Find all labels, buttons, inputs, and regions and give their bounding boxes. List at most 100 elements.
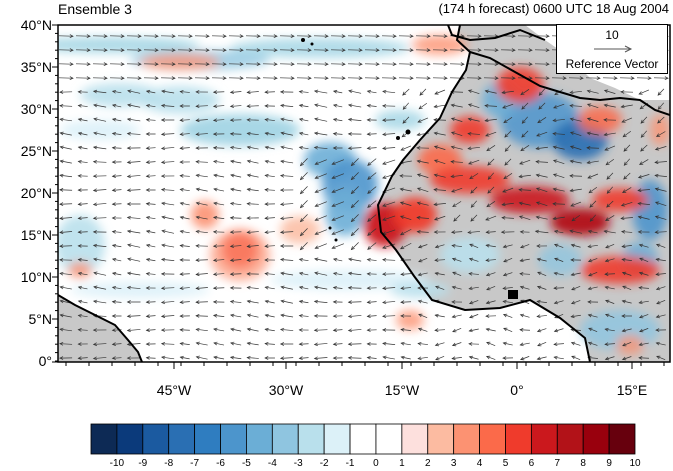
wind-vector	[299, 300, 309, 304]
wind-vector	[300, 214, 308, 222]
wind-vector	[247, 357, 259, 359]
wind-vector	[469, 286, 479, 290]
wind-vector-head	[195, 355, 200, 360]
wind-vector-head	[161, 201, 166, 206]
wind-vector-head	[298, 314, 303, 318]
wind-vector	[161, 343, 175, 345]
colorbar-segment	[427, 423, 455, 455]
wind-vector	[60, 118, 72, 122]
wind-vector-head	[426, 48, 431, 52]
wind-vector	[418, 356, 428, 360]
wind-vector	[588, 230, 598, 234]
wind-vector-head	[298, 356, 303, 360]
wind-vector	[127, 329, 141, 331]
wind-vector-head	[246, 118, 251, 122]
wind-vector-head	[299, 246, 304, 251]
wind-vector	[146, 216, 156, 220]
wind-vector-head	[382, 104, 387, 108]
wind-vector-head	[103, 62, 108, 66]
wind-vector	[537, 356, 547, 360]
wind-vector-head	[126, 300, 131, 304]
wind-vector	[333, 287, 343, 289]
wind-vector-head	[86, 62, 91, 66]
wind-vector	[213, 160, 225, 164]
wind-vector-head	[534, 229, 540, 234]
wind-vector	[419, 88, 427, 96]
wind-vector-head	[536, 285, 542, 290]
wind-vector-head	[519, 258, 524, 263]
wind-vector	[418, 244, 428, 248]
colorbar-label: -7	[190, 458, 200, 469]
wind-vector-head	[587, 229, 592, 234]
wind-vector-head	[59, 173, 64, 178]
wind-vector	[127, 244, 141, 248]
wind-vector-head	[366, 146, 371, 150]
wind-vector-head	[195, 160, 200, 164]
wind-vector	[161, 105, 175, 107]
wind-vector-head	[518, 174, 523, 179]
wind-vector-head	[313, 314, 318, 318]
wind-vector-head	[314, 189, 319, 193]
wind-vector	[265, 300, 275, 304]
wind-vector-head	[520, 147, 525, 152]
colorbar-label: 10	[629, 458, 641, 469]
wind-vector-head	[195, 132, 200, 137]
wind-vector-head	[126, 160, 131, 165]
anomaly-patch	[68, 262, 92, 278]
wind-vector-head	[605, 161, 610, 166]
wind-vector-head	[485, 327, 490, 332]
colorbar-segment	[271, 423, 299, 455]
wind-vector-head	[93, 131, 98, 136]
wind-vector-head	[553, 243, 559, 248]
colorbar-label: -1	[345, 458, 355, 469]
wind-vector	[505, 144, 511, 152]
wind-vector	[451, 146, 463, 150]
wind-vector	[146, 203, 156, 205]
wind-vector-head	[126, 229, 132, 234]
wind-vector-head	[298, 328, 303, 332]
wind-vector	[571, 272, 581, 276]
wind-vector-head	[279, 356, 285, 361]
wind-vector	[230, 160, 242, 164]
wind-vector-head	[347, 314, 353, 319]
wind-vector	[588, 314, 598, 318]
wind-vector	[196, 161, 208, 163]
wind-vector	[351, 186, 359, 194]
wind-vector-head	[520, 244, 525, 249]
wind-vector-head	[443, 48, 448, 52]
wind-vector	[622, 130, 632, 138]
wind-vector-head	[332, 328, 337, 332]
wind-vector-head	[537, 271, 542, 276]
wind-vector-head	[213, 355, 218, 360]
wind-vector	[112, 203, 122, 205]
wind-vector-head	[229, 258, 235, 263]
wind-vector	[127, 161, 141, 163]
anomaly-patch	[440, 237, 500, 273]
wind-vector	[452, 342, 462, 346]
wind-vector-head	[93, 271, 98, 276]
wind-vector-head	[92, 89, 98, 94]
wind-vector-head	[382, 258, 387, 262]
wind-vector-head	[246, 272, 251, 276]
wind-vector-head	[399, 174, 404, 178]
wind-vector-head	[535, 215, 540, 220]
anomaly-patch	[375, 110, 425, 130]
wind-vector-head	[639, 257, 644, 262]
wind-vector-head	[213, 187, 218, 192]
wind-vector	[503, 257, 513, 263]
wind-vector-head	[279, 173, 285, 178]
wind-vector	[78, 329, 88, 331]
wind-vector	[537, 117, 547, 123]
wind-vector-head	[92, 356, 98, 361]
wind-vector-head	[279, 342, 285, 346]
wind-vector	[521, 102, 529, 110]
wind-vector-head	[298, 131, 304, 136]
wind-vector	[367, 172, 377, 180]
wind-vector	[265, 273, 275, 275]
wind-vector-head	[417, 244, 423, 249]
wind-vector	[299, 146, 309, 150]
wind-vector-head	[188, 62, 193, 66]
wind-vector-head	[435, 356, 440, 361]
wind-vector-head	[279, 90, 285, 94]
wind-vector	[112, 104, 122, 108]
